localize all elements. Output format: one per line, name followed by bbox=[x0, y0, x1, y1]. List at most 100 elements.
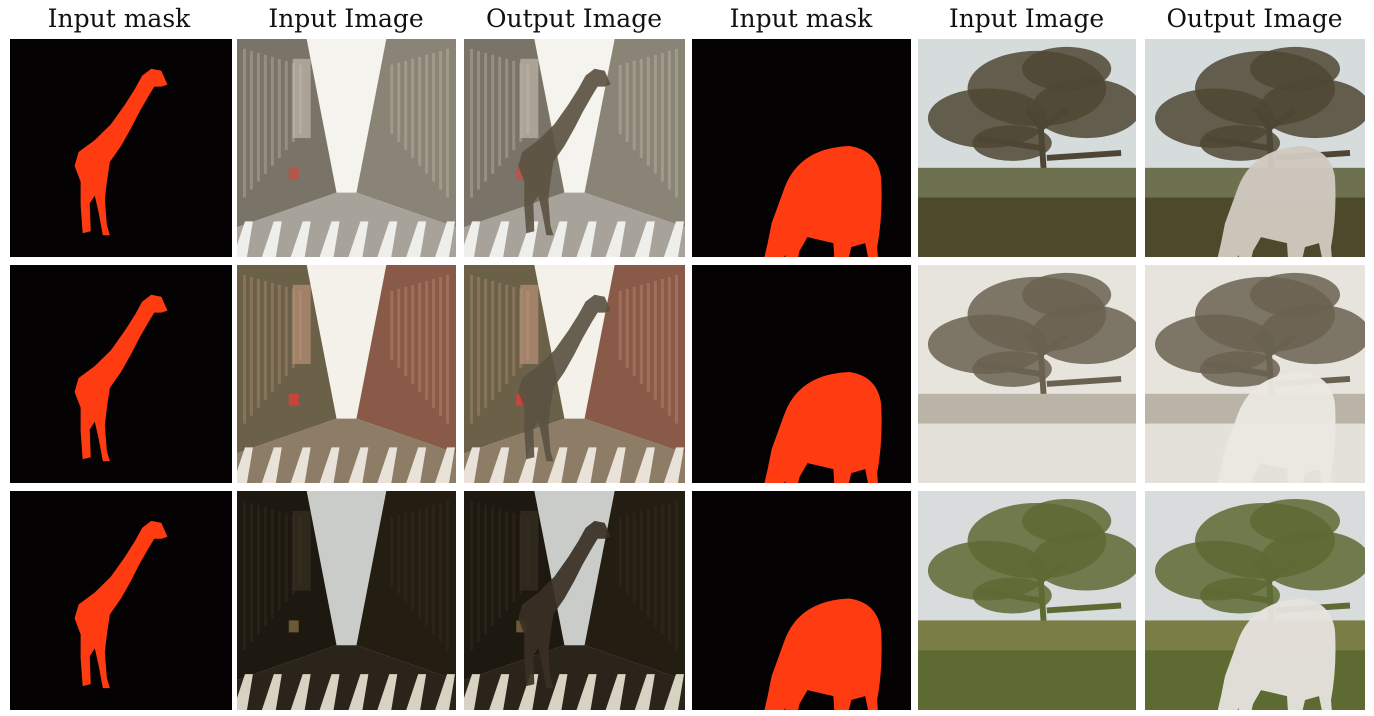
mask-background bbox=[10, 39, 232, 257]
tree-canopy bbox=[1155, 46, 1365, 161]
tree-field-green-image bbox=[918, 491, 1136, 710]
grid-cell-r3-c4 bbox=[692, 491, 911, 710]
street-day-image bbox=[237, 39, 456, 257]
grid-cell-r3-c2 bbox=[237, 491, 456, 710]
giraffe-mask-image bbox=[10, 491, 232, 710]
grid-cell-r2-c2 bbox=[237, 265, 456, 483]
mask-background bbox=[10, 491, 232, 710]
grid-cell-r1-c2 bbox=[237, 39, 456, 257]
distant-tower bbox=[292, 510, 311, 591]
crosswalk bbox=[237, 221, 456, 257]
street-day-giraffe-image bbox=[464, 39, 685, 257]
sheep-silhouette bbox=[764, 372, 882, 483]
sheep-mask-image bbox=[692, 491, 911, 710]
tree-canopy bbox=[927, 46, 1136, 161]
giraffe-silhouette bbox=[74, 520, 168, 689]
giraffe bbox=[518, 68, 611, 236]
tree-canopy bbox=[927, 272, 1136, 387]
grid-cell-r3-c1 bbox=[10, 491, 232, 710]
field bbox=[918, 423, 1136, 483]
crosswalk bbox=[464, 674, 684, 710]
giraffe bbox=[518, 520, 611, 689]
header-col-5: Input Image bbox=[948, 3, 1105, 33]
grid-cell-r2-c6 bbox=[1145, 265, 1365, 483]
right-buildings bbox=[356, 265, 456, 454]
distant-tower bbox=[292, 284, 311, 365]
road bbox=[237, 418, 456, 483]
giraffe bbox=[518, 294, 611, 462]
left-buildings bbox=[237, 39, 337, 228]
sheep-mask-image bbox=[692, 39, 911, 257]
mask-background bbox=[10, 265, 232, 483]
header-col-1: Input mask bbox=[47, 3, 191, 33]
grid-cell-r2-c4 bbox=[692, 265, 911, 483]
tree-field-day-image bbox=[918, 39, 1136, 257]
left-buildings bbox=[237, 265, 337, 454]
sheep-silhouette bbox=[764, 146, 882, 257]
grid-cell-r1-c6 bbox=[1145, 39, 1365, 257]
grid-cell-r3-c3 bbox=[464, 491, 685, 710]
giraffe-silhouette bbox=[74, 294, 168, 462]
right-buildings bbox=[584, 491, 685, 681]
distant-tower bbox=[520, 58, 539, 139]
crosswalk bbox=[464, 447, 684, 483]
grid-cell-r3-c5 bbox=[918, 491, 1136, 710]
giraffe-mask-image bbox=[10, 39, 232, 257]
road bbox=[464, 192, 685, 257]
street-sign bbox=[288, 620, 299, 633]
grid-cell-r2-c5 bbox=[918, 265, 1136, 483]
tree-field-day-sheep-image bbox=[1145, 39, 1365, 257]
road bbox=[237, 645, 456, 710]
tree-branches bbox=[1204, 558, 1351, 641]
tree-branches bbox=[976, 332, 1122, 414]
street-sign bbox=[288, 393, 299, 406]
left-buildings bbox=[237, 491, 337, 681]
header-col-2: Input Image bbox=[268, 3, 424, 33]
field bbox=[918, 650, 1136, 710]
tree-field-green-sheep-image bbox=[1145, 491, 1365, 710]
crosswalk bbox=[464, 221, 684, 257]
grid-cell-r3-c6 bbox=[1145, 491, 1365, 710]
street-sign bbox=[516, 620, 527, 633]
tree-branches bbox=[1204, 106, 1351, 188]
header-col-3: Output Image bbox=[485, 3, 663, 33]
distant-tower bbox=[520, 284, 539, 365]
distant-tower bbox=[520, 510, 539, 591]
grid-cell-r1-c1 bbox=[10, 39, 232, 257]
tree-branches bbox=[1204, 332, 1351, 414]
giraffe-mask-image bbox=[10, 265, 232, 483]
grid-cell-r1-c5 bbox=[918, 39, 1136, 257]
sheep bbox=[1217, 372, 1336, 483]
tree-canopy bbox=[1155, 272, 1365, 387]
field bbox=[918, 197, 1136, 257]
sheep bbox=[1217, 146, 1336, 257]
tree-branches bbox=[976, 106, 1122, 188]
distant-tower bbox=[292, 58, 311, 139]
header-col-4: Input mask bbox=[729, 3, 873, 33]
grid-cell-r2-c1 bbox=[10, 265, 232, 483]
tree-branches bbox=[976, 558, 1122, 641]
crosswalk bbox=[237, 674, 456, 710]
grid-cell-r2-c3 bbox=[464, 265, 685, 483]
sheep-silhouette bbox=[764, 598, 882, 710]
tree-field-snow-sheep-image bbox=[1145, 265, 1365, 483]
street-night-image bbox=[237, 491, 456, 710]
street-night-giraffe-image bbox=[464, 491, 685, 710]
right-buildings bbox=[356, 491, 456, 681]
street-red-image bbox=[237, 265, 456, 483]
header-col-6: Output Image bbox=[1166, 3, 1343, 33]
street-red-giraffe-image bbox=[464, 265, 685, 483]
road bbox=[237, 192, 456, 257]
tree-field-snow-image bbox=[918, 265, 1136, 483]
crosswalk bbox=[237, 447, 456, 483]
giraffe-silhouette bbox=[74, 68, 168, 236]
grid-cell-r1-c3 bbox=[464, 39, 685, 257]
road bbox=[464, 418, 685, 483]
street-sign bbox=[288, 167, 299, 180]
sheep bbox=[1217, 598, 1336, 710]
grid-cell-r1-c4 bbox=[692, 39, 911, 257]
right-buildings bbox=[584, 39, 685, 228]
right-buildings bbox=[356, 39, 456, 228]
road bbox=[464, 645, 685, 710]
sheep-mask-image bbox=[692, 265, 911, 483]
